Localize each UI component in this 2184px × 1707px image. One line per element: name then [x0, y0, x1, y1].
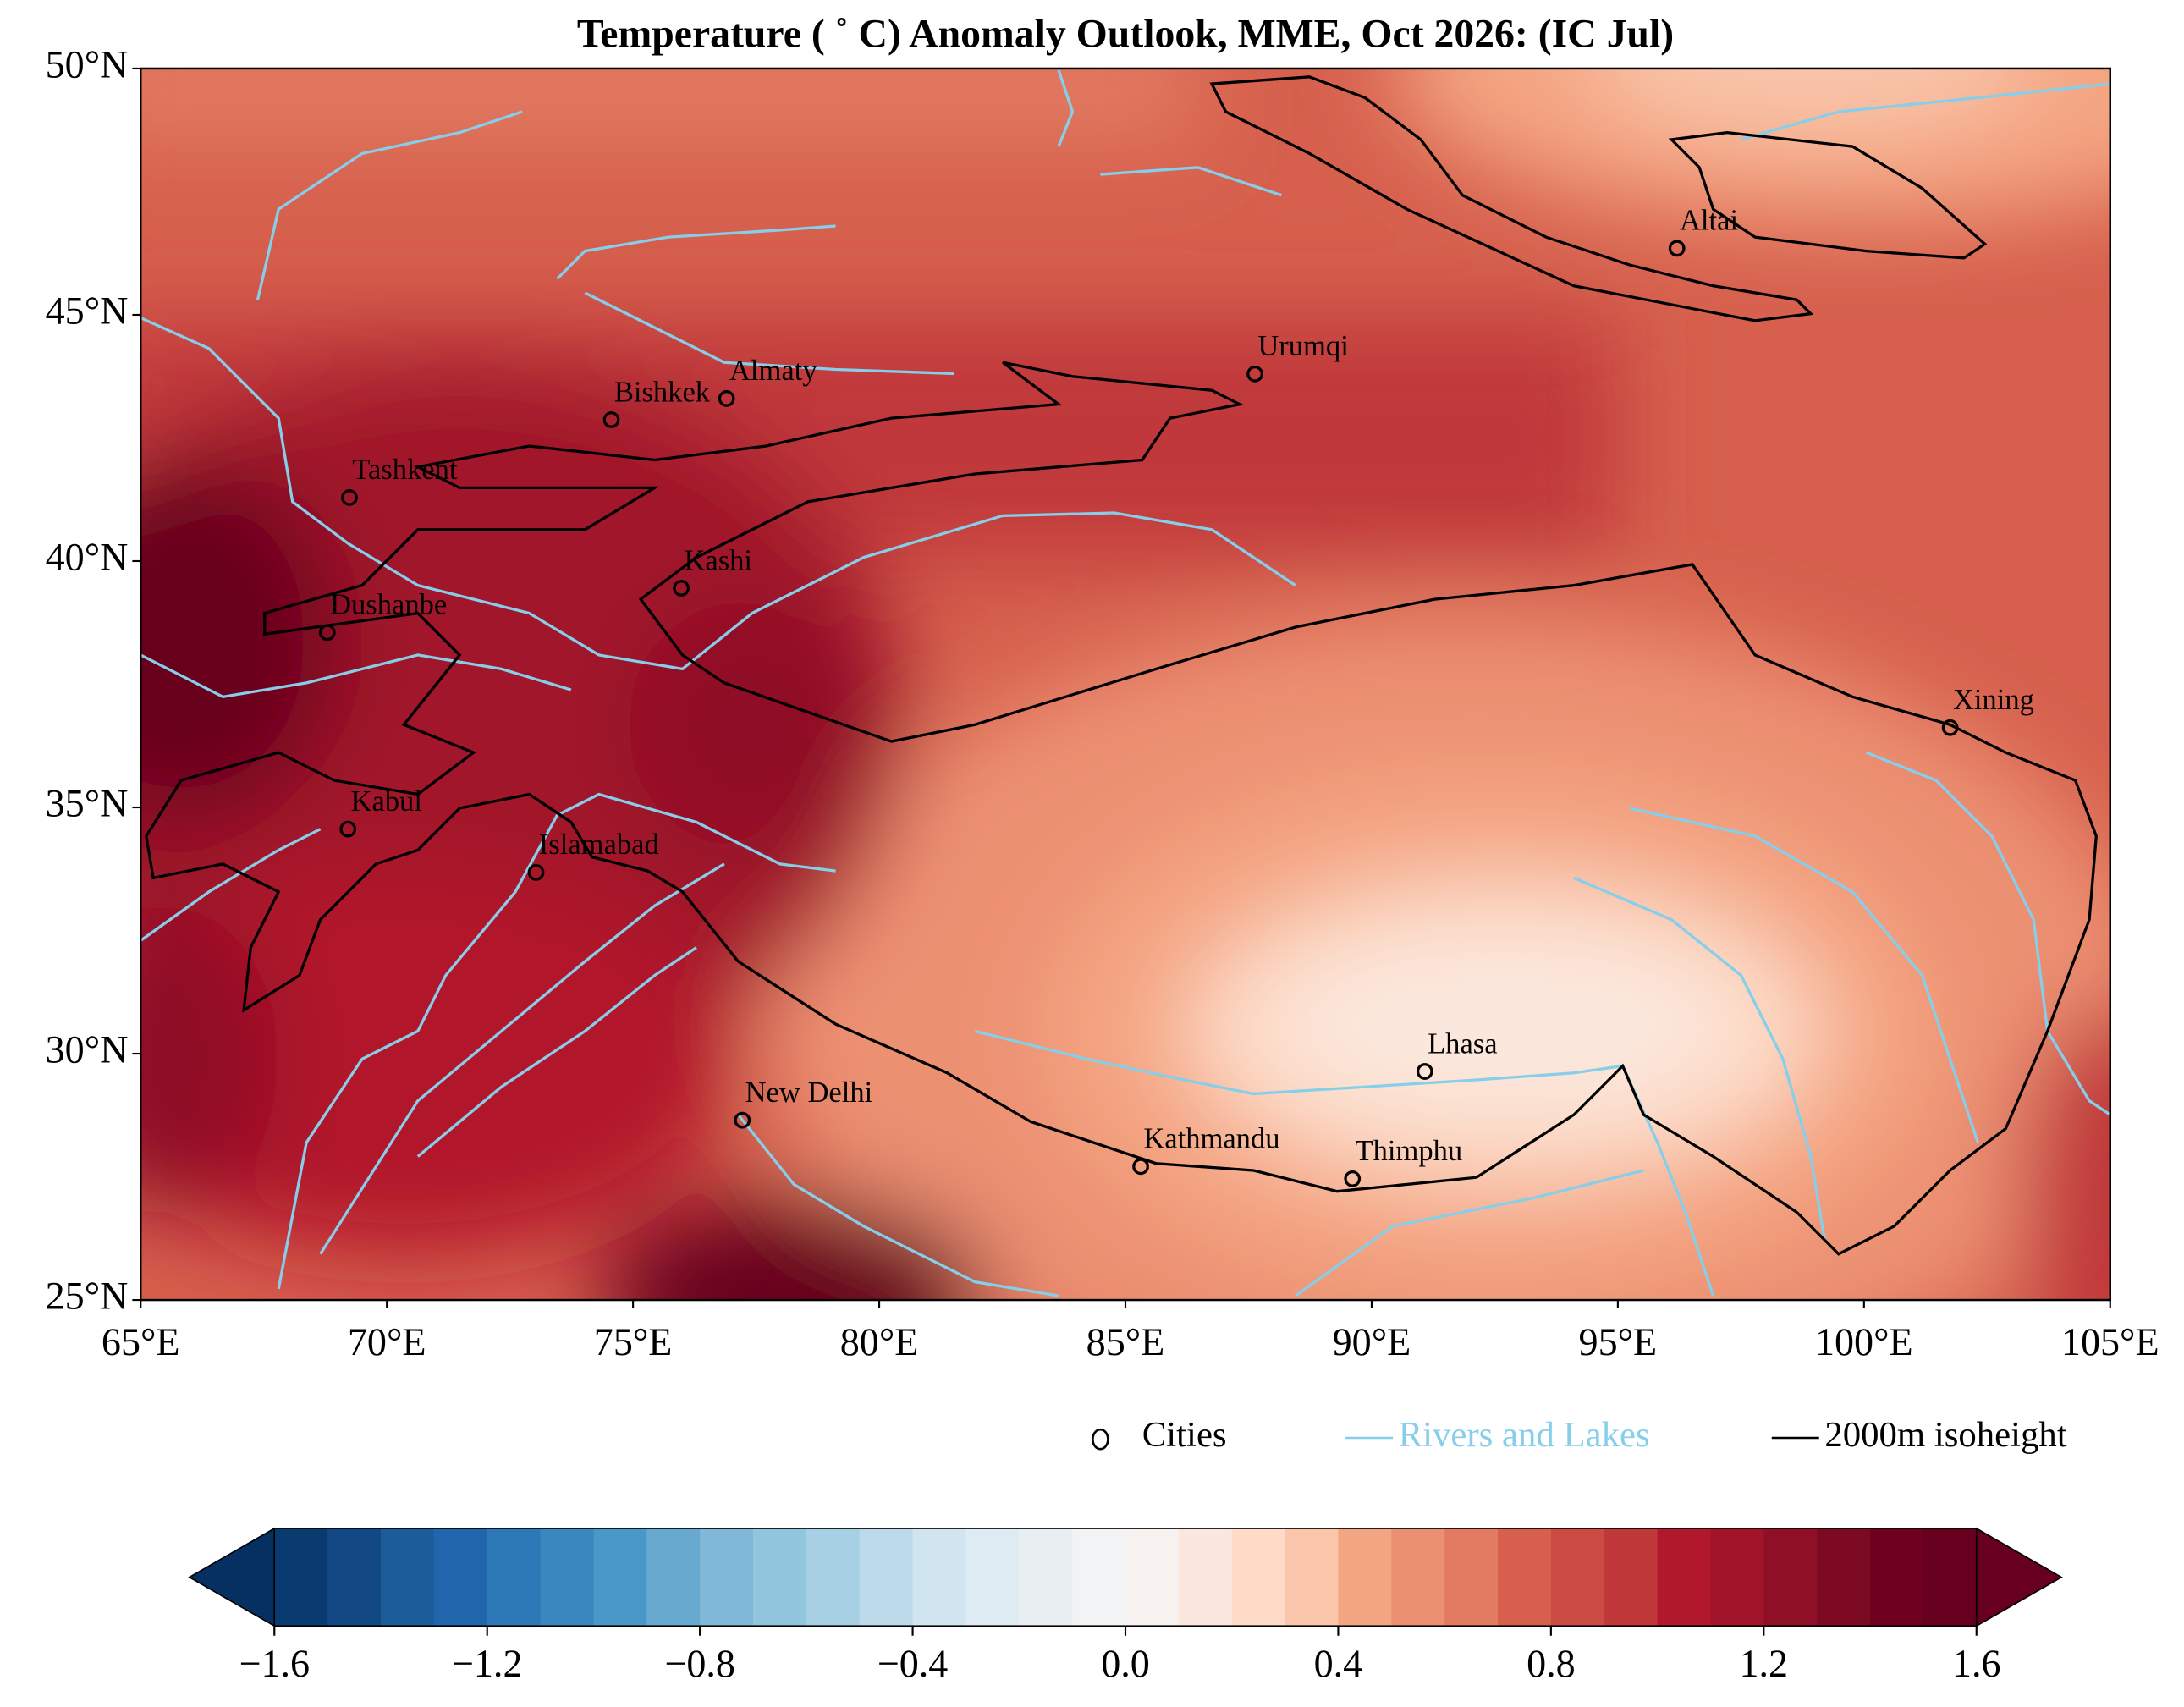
city-label: New Delhi — [745, 1077, 873, 1109]
isoheight — [145, 75, 2098, 1256]
city-marker — [1246, 365, 1263, 383]
city-marker — [673, 580, 690, 597]
colorbar-tick-label: 1.2 — [1740, 1642, 1789, 1685]
anomaly-field — [140, 68, 2110, 1301]
colorbar-bin — [1550, 1528, 1605, 1627]
x-tick-label: 100°E — [1815, 1320, 1913, 1363]
colorbar-tick-label: 0.0 — [1101, 1642, 1150, 1685]
y-tick-label: 30°N — [46, 1028, 129, 1071]
x-tick-label: 75°E — [594, 1320, 673, 1363]
y-tick-label: 50°N — [46, 43, 129, 86]
colorbar-bin — [1870, 1528, 1924, 1627]
x-tick-label: 65°E — [102, 1320, 180, 1363]
city-marker — [1344, 1170, 1362, 1187]
colorbar-bin — [1604, 1528, 1659, 1627]
city-label: Altai — [1680, 205, 1738, 237]
city-marker — [341, 489, 358, 506]
colorbar-bin — [274, 1528, 328, 1627]
city-label: Bishkek — [614, 376, 711, 408]
city-marker — [1132, 1158, 1149, 1176]
city-marker — [339, 820, 357, 838]
colorbar-tick-label: −0.4 — [877, 1642, 949, 1685]
city-marker — [1416, 1063, 1433, 1080]
city-marker — [1941, 719, 1959, 736]
colorbar-bin — [1498, 1528, 1552, 1627]
city-label: Kathmandu — [1143, 1123, 1279, 1155]
colorbar-bin — [540, 1528, 595, 1627]
y-tick-label: 40°N — [46, 536, 129, 579]
city-marker — [527, 863, 545, 881]
colorbar-bin — [1817, 1528, 1871, 1627]
city-label: Thimphu — [1356, 1135, 1463, 1167]
colorbar-tick-label: −0.8 — [664, 1642, 735, 1685]
colorbar-bin — [1072, 1528, 1126, 1627]
colorbar-tick-label: 0.8 — [1527, 1642, 1576, 1685]
colorbar-bin — [1019, 1528, 1073, 1627]
legend: Cities Rivers and Lakes 2000m isoheight — [1092, 1415, 2067, 1455]
city-label: Almaty — [729, 355, 817, 387]
colorbar-tick-label: 0.4 — [1314, 1642, 1363, 1685]
colorbar-bin — [1923, 1528, 1978, 1627]
city-label: Islamabad — [539, 829, 659, 861]
colorbar-bin — [1444, 1528, 1499, 1627]
legend-city-marker — [1092, 1428, 1109, 1451]
colorbar-bin — [1391, 1528, 1445, 1627]
colorbar-bin — [859, 1528, 914, 1627]
colorbar-bin — [1710, 1528, 1765, 1627]
colorbar-bin — [593, 1528, 648, 1627]
x-tick-label: 105°E — [2061, 1320, 2159, 1363]
colorbar-bin — [806, 1528, 861, 1627]
colorbar-bin — [1657, 1528, 1712, 1627]
y-tick-label: 25°N — [46, 1275, 129, 1318]
colorbar-bin — [1231, 1528, 1286, 1627]
colorbar-tick-label: 1.6 — [1952, 1642, 2001, 1685]
colorbar-bin — [1285, 1528, 1340, 1627]
city-label: Dushanbe — [330, 589, 447, 621]
city-label: Kashi — [684, 544, 752, 576]
city-label: Tashkent — [352, 454, 458, 486]
colorbar-bin — [487, 1528, 542, 1627]
x-tick-label: 70°E — [348, 1320, 426, 1363]
city-marker — [734, 1111, 751, 1129]
city-marker — [318, 624, 336, 642]
rivers — [140, 69, 2110, 1297]
colorbar-extend-high — [1975, 1527, 2063, 1627]
colorbar-bin — [965, 1528, 1020, 1627]
colorbar-tick-label: −1.6 — [239, 1642, 310, 1685]
colorbar-bin — [752, 1528, 807, 1627]
x-tick-label: 80°E — [840, 1320, 919, 1363]
colorbar-bin — [646, 1528, 701, 1627]
city-label: Kabul — [351, 785, 422, 818]
colorbar-bin — [912, 1528, 967, 1627]
legend-label: Cities — [1142, 1415, 1227, 1455]
x-tick-label: 85°E — [1086, 1320, 1165, 1363]
city-label: Urumqi — [1257, 330, 1348, 362]
y-tick-label: 35°N — [46, 782, 129, 825]
colorbar-bin — [433, 1528, 488, 1627]
colorbar-bin — [1178, 1528, 1233, 1627]
colorbar-bin — [327, 1528, 382, 1627]
colorbar-bin — [1763, 1528, 1818, 1627]
colorbar-bin — [1338, 1528, 1393, 1627]
city-marker — [602, 411, 620, 428]
title: Temperature ( ˚ C) Anomaly Outlook, MME,… — [577, 12, 1674, 57]
y-tick-label: 45°N — [46, 289, 129, 333]
colorbar-tick-label: −1.2 — [452, 1642, 523, 1685]
x-tick-label: 90°E — [1333, 1320, 1411, 1363]
x-tick-label: 95°E — [1579, 1320, 1658, 1363]
colorbar-bin — [700, 1528, 754, 1627]
colorbar-bin — [380, 1528, 435, 1627]
city-label: Xining — [1953, 684, 2034, 716]
city-marker — [718, 390, 735, 407]
legend-label: 2000m isoheight — [1824, 1415, 2067, 1455]
colorbar-bin — [1125, 1528, 1180, 1627]
city-marker — [1668, 240, 1686, 257]
colorbar-extend-low — [188, 1527, 276, 1627]
city-label: Lhasa — [1428, 1027, 1498, 1060]
legend-label: Rivers and Lakes — [1399, 1415, 1650, 1455]
